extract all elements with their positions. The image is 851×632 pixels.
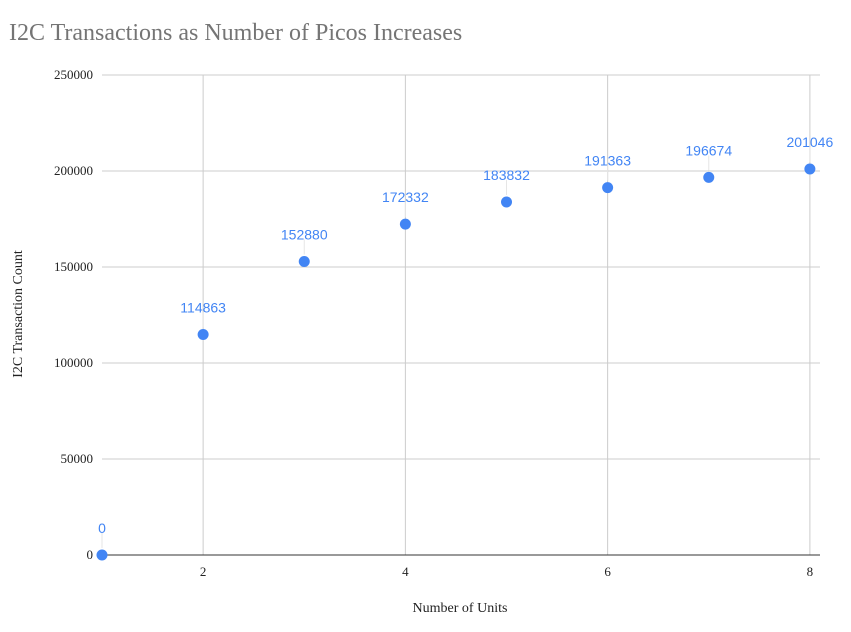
x-tick-label: 6 [604, 564, 611, 579]
y-tick-label: 50000 [61, 451, 94, 466]
data-point [96, 549, 108, 561]
data-point [197, 328, 209, 340]
x-tick-label: 4 [402, 564, 409, 579]
data-label: 114863 [180, 299, 226, 315]
data-label: 201046 [787, 134, 834, 150]
y-axis-label: I2C Transaction Count [11, 250, 26, 378]
data-labels: 0 114863 152880 172332 183832 191363 196674 201… [98, 134, 833, 536]
x-axis-label: Number of Units [413, 601, 508, 616]
y-tick-label: 250000 [54, 67, 93, 82]
chart-title: I2C Transactions as Number of Picos Incr… [9, 20, 462, 46]
y-tick-labels: 0 50000 100000 150000 200000 250000 [54, 67, 93, 562]
data-point [399, 218, 411, 230]
x-tick-label: 2 [200, 564, 207, 579]
data-label: 196674 [685, 142, 732, 158]
y-tick-label: 150000 [54, 259, 93, 274]
data-points [96, 163, 816, 561]
data-point [804, 163, 816, 175]
x-tick-labels: 2 4 6 8 [200, 564, 813, 579]
y-tick-label: 200000 [54, 163, 93, 178]
data-label: 152880 [281, 226, 328, 242]
data-label: 172332 [382, 189, 429, 205]
data-point [602, 182, 614, 194]
y-tick-label: 0 [87, 547, 94, 562]
data-label: 0 [98, 520, 106, 536]
x-tick-label: 8 [807, 564, 814, 579]
data-point [298, 255, 310, 267]
data-label: 191363 [584, 153, 631, 169]
data-point [501, 196, 513, 208]
y-tick-label: 100000 [54, 355, 93, 370]
data-point [703, 171, 715, 183]
data-label-leaders [101, 146, 811, 548]
data-label: 183832 [483, 167, 530, 183]
